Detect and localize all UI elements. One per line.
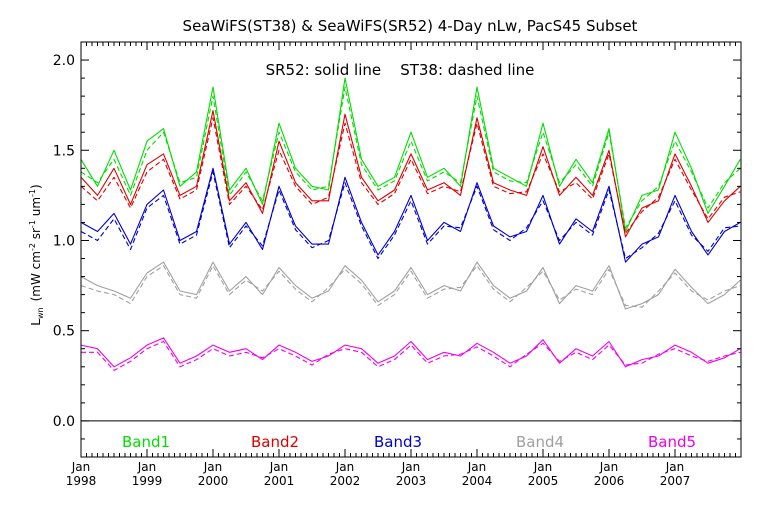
x-tick-month-label: Jan [137,460,157,474]
legend-label-band2: Band2 [251,433,299,451]
x-tick-month-label: Jan [401,460,421,474]
legend-label-band1: Band1 [122,433,170,451]
y-tick-label: 0.5 [53,324,75,340]
y-axis-title-sup1: -2 [28,243,37,251]
plot-frame [80,41,742,458]
x-tick-year-label: 2002 [330,474,361,488]
x-tick-year-label: 2000 [198,474,229,488]
series-line-band3-solid [80,167,741,263]
y-tick-label: 2.0 [53,53,75,69]
x-tick-month-label: Jan [335,460,355,474]
series-line-band2-dashed [80,117,741,234]
y-axis-title: Lwn(mW cm-2 sr-1 um-1) [28,184,45,325]
chart-title: SeaWiFS(ST38) & SeaWiFS(SR52) 4-Day nLw,… [183,17,638,35]
x-tick-year-label: 1998 [66,474,97,488]
y-axis-title-units3: um [29,197,43,220]
y-tick-label: 1.5 [53,143,75,159]
y-axis-title-units2: sr [29,228,43,243]
x-tick-year-label: 2005 [528,474,559,488]
x-tick-year-label: 2006 [594,474,625,488]
y-axis-title-subscript: wn [36,307,45,319]
series-line-band2-solid [80,110,741,238]
legend-label-band5: Band5 [648,433,696,451]
legend-label-band3: Band3 [374,433,422,451]
series-line-band1-solid [80,77,741,233]
y-tick-label: 0.0 [53,414,75,430]
y-axis-title-sup3: -1 [28,189,37,197]
series-line-band1-dashed [80,86,741,229]
y-axis-title-symbol: L [29,319,43,326]
x-tick-month-label: Jan [533,460,553,474]
x-tick-month-label: Jan [203,460,223,474]
x-tick-month-label: Jan [599,460,619,474]
y-tick-label: 1.0 [53,233,75,249]
series-line-band4-dashed [80,265,741,308]
series-line-band5-solid [80,337,741,368]
x-tick-year-label: 1999 [132,474,163,488]
chart-annotation: SR52: solid line ST38: dashed line [266,61,535,79]
series-line-band5-dashed [81,340,741,371]
y-axis-title-units: (mW cm [29,251,43,301]
x-tick-month-label: Jan [269,460,289,474]
x-tick-year-label: 2007 [660,474,691,488]
legend-label-band4: Band4 [516,433,564,451]
x-tick-year-label: 2004 [462,474,493,488]
legend: Band1 Band2 Band3 Band4 Band5 [122,433,696,451]
x-tick-year-label: 2001 [264,474,295,488]
axes: 0.00.51.01.52.0Jan1998Jan1999Jan2000Jan2… [53,41,742,488]
y-axis-title-close: ) [29,184,43,189]
series-line-band3-dashed [80,171,741,260]
y-axis-title-sup2: -1 [28,220,37,228]
x-tick-month-label: Jan [71,460,91,474]
plot-area [80,77,741,422]
x-tick-year-label: 2003 [396,474,427,488]
x-tick-month-label: Jan [467,460,487,474]
x-tick-month-label: Jan [665,460,685,474]
svg-text:Lwn(mW cm-2 sr-1 um-1): Lwn(mW cm-2 sr-1 um-1) [28,184,45,325]
series-line-band4-solid [80,261,741,310]
